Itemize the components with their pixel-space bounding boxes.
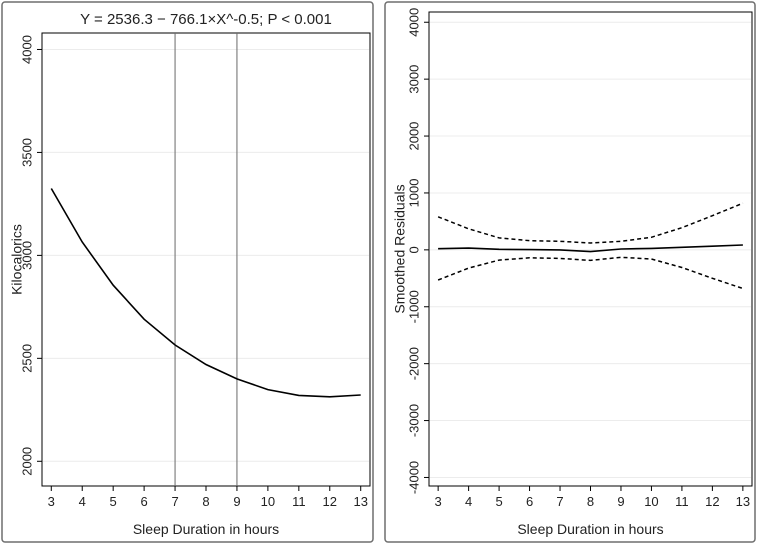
x-tick-label: 8 [202,494,209,509]
x-tick-label: 6 [526,494,533,509]
y-tick-label: -1000 [406,290,421,323]
confidence-band-line [437,256,744,290]
y-tick-label: 4000 [406,8,421,37]
y-tick-label: 3500 [19,138,34,167]
x-tick-label: 8 [587,494,594,509]
x-tick-label: 13 [736,494,750,509]
y-tick-label: -4000 [406,461,421,494]
fitted-curve-line [438,244,743,253]
x-tick-label: 3 [435,494,442,509]
x-tick-label: 5 [495,494,502,509]
y-tick-label: 2500 [19,344,34,373]
x-tick-label: 5 [110,494,117,509]
right-chart-panel: -4000 -3000 -2000 -1000 0 1000 2000 3000 4000 3 4 5… [384,1,756,543]
x-tick-label: 3 [48,494,55,509]
x-tick-label: 11 [292,494,306,509]
y-tick-label: -2000 [406,347,421,380]
x-tick-label: 9 [233,494,240,509]
y-tick-label: 3000 [406,65,421,94]
x-tick-label: 7 [556,494,563,509]
x-axis-title: Sleep Duration in hours [517,521,663,537]
y-tick-label: 2000 [19,447,34,476]
x-tick-label: 7 [171,494,178,509]
y-axis-title: Kilocalorics [9,224,25,295]
x-tick-label: 10 [644,494,658,509]
confidence-band-line [437,202,744,244]
y-tick-label: 3000 [19,241,34,270]
y-axis-title: Smoothed Residuals [392,184,408,313]
left-chart-panel: 2000 2500 3000 3500 4000 3 4 5 6 7 8 9 10 11 12 13 Sleep… [1,1,374,543]
x-tick-label: 10 [261,494,275,509]
x-tick-label: 9 [617,494,624,509]
fitted-curve-line [50,188,361,398]
x-tick-label: 12 [323,494,337,509]
x-tick-label: 4 [465,494,472,509]
x-tick-label: 6 [140,494,147,509]
y-tick-label: 2000 [406,122,421,151]
y-tick-label: -3000 [406,404,421,437]
x-axis-title: Sleep Duration in hours [133,521,279,537]
y-tick-label: 4000 [19,35,34,64]
x-tick-label: 12 [705,494,719,509]
x-tick-label: 4 [79,494,86,509]
x-tick-label: 13 [353,494,367,509]
y-tick-label: 0 [406,246,421,253]
y-tick-label: 1000 [406,178,421,207]
x-tick-label: 11 [675,494,689,509]
plot-region [41,32,371,487]
chart-title: Y = 2536.3 − 766.1×X^-0.5; P < 0.001 [80,11,332,28]
